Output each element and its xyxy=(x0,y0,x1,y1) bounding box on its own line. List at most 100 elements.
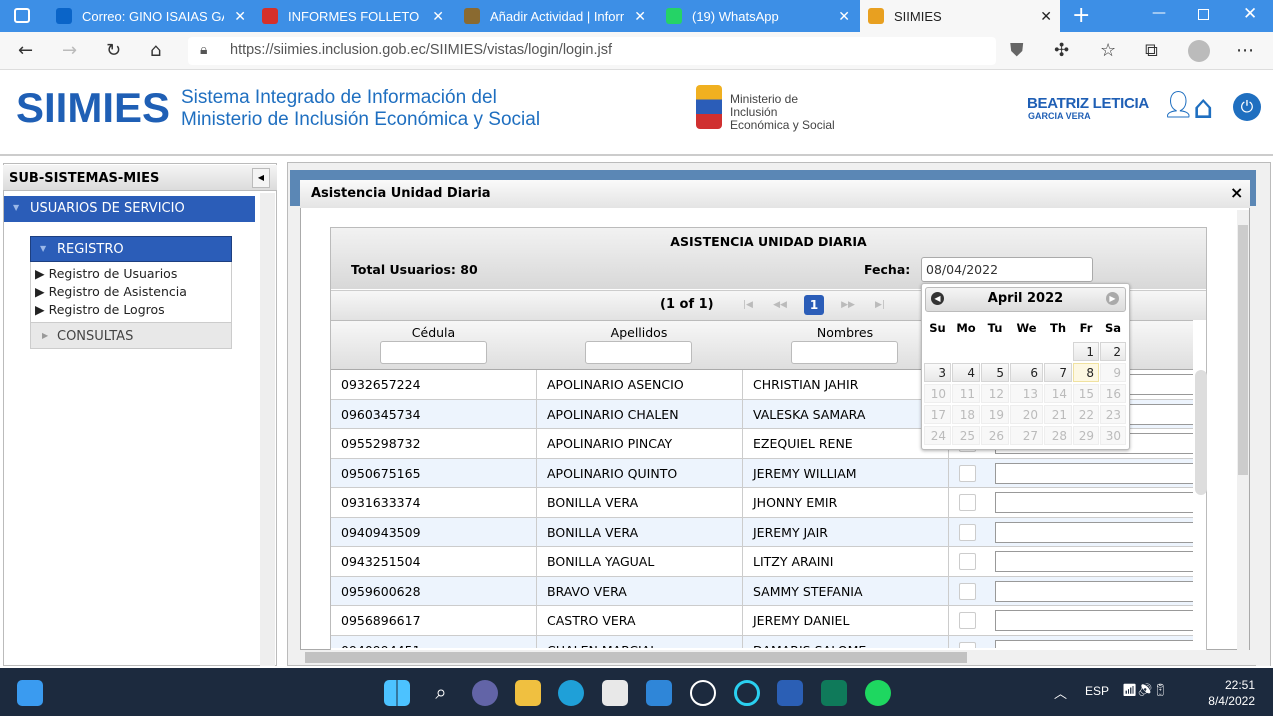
attendance-checkbox[interactable] xyxy=(959,612,976,629)
tab-close-icon[interactable]: ✕ xyxy=(838,7,850,24)
calendar-day: 13 xyxy=(1010,384,1043,403)
filter-nombres-input[interactable] xyxy=(791,341,898,364)
collections-icon[interactable]: ⧉ xyxy=(1145,40,1158,61)
tab-label: Añadir Actividad | Informe xyxy=(490,8,624,24)
new-tab-icon[interactable]: + xyxy=(1072,3,1091,28)
attendance-checkbox[interactable] xyxy=(959,641,976,648)
language-indicator[interactable]: ESP xyxy=(1085,684,1110,698)
browser-tab[interactable]: Añadir Actividad | Informe ✕ xyxy=(456,0,654,32)
calendar-day[interactable]: 7 xyxy=(1044,363,1072,382)
file-explorer-icon[interactable] xyxy=(515,680,541,706)
last-page-button[interactable]: ▶| xyxy=(875,300,885,310)
observation-input[interactable] xyxy=(995,610,1193,631)
calendar-day[interactable]: 3 xyxy=(924,363,951,382)
maximize-icon[interactable] xyxy=(1198,9,1209,20)
attendance-checkbox[interactable] xyxy=(959,464,976,482)
calendar-day: 27 xyxy=(1010,426,1043,445)
attendance-checkbox[interactable] xyxy=(959,553,976,570)
calendar-day[interactable]: 5 xyxy=(981,363,1009,382)
tab-close-icon[interactable]: ✕ xyxy=(1040,7,1052,24)
sidebar-item-registro-asistencia[interactable]: ▶ Registro de Asistencia xyxy=(35,284,187,299)
next-page-button[interactable]: ▶▶ xyxy=(841,300,855,310)
home-icon[interactable]: ⌂ xyxy=(150,40,162,61)
first-page-button[interactable]: |◀ xyxy=(743,300,753,310)
calendar-day[interactable]: 8 xyxy=(1073,363,1099,382)
sidebar-group-registro[interactable]: REGISTRO xyxy=(30,236,232,262)
calendar-day[interactable]: 2 xyxy=(1100,342,1126,361)
wifi-volume-battery-icons[interactable]: 📶︎🔊︎🔋︎ xyxy=(1122,683,1168,697)
column-cedula[interactable]: Cédula xyxy=(411,325,456,340)
observation-input[interactable] xyxy=(995,521,1193,543)
more-menu-icon[interactable]: ⋯ xyxy=(1236,40,1254,61)
browser-tab[interactable]: Correo: GINO ISAIAS GAL/ ✕ xyxy=(48,0,254,32)
page-1-button[interactable]: 1 xyxy=(804,295,824,315)
prev-page-button[interactable]: ◀◀ xyxy=(773,300,787,310)
user-profile-icon[interactable]: 👤︎ xyxy=(1162,90,1196,120)
sidebar-item-registro-logros[interactable]: ▶ Registro de Logros xyxy=(35,302,165,317)
teams-chat-icon[interactable] xyxy=(472,680,498,706)
sidebar-section-usuarios[interactable]: USUARIOS DE SERVICIO xyxy=(4,196,255,222)
start-icon[interactable] xyxy=(384,680,410,706)
sidebar-item-registro-usuarios[interactable]: ▶ Registro de Usuarios xyxy=(35,266,178,281)
attendance-checkbox[interactable] xyxy=(959,582,976,600)
table-scrollbar[interactable] xyxy=(1195,370,1207,495)
dialog-close-button[interactable]: × xyxy=(1230,183,1244,202)
collapse-sidebar-button[interactable]: ◀ xyxy=(252,168,270,188)
fecha-input[interactable] xyxy=(921,257,1093,282)
spotify-icon[interactable] xyxy=(865,680,891,706)
tray-chevron-icon[interactable]: ︿ xyxy=(1054,687,1068,702)
attendance-checkbox[interactable] xyxy=(959,523,976,541)
calendar-day[interactable]: 4 xyxy=(952,363,980,382)
observation-input[interactable] xyxy=(995,551,1193,572)
browser-tab[interactable]: INFORMES FOLLETO PUN/ ✕ xyxy=(254,0,452,32)
url-bar[interactable]: 🔒︎ https://siimies.inclusion.gob.ec/SIIM… xyxy=(188,37,996,65)
shield-extension-icon[interactable]: ⛊ xyxy=(1010,40,1024,61)
sidebar-group-consultas[interactable]: CONSULTAS xyxy=(30,322,232,349)
browser-tab[interactable]: SIIMIES ✕ xyxy=(860,0,1060,32)
tab-close-icon[interactable]: ✕ xyxy=(234,7,246,24)
browser-tab[interactable]: (19) WhatsApp ✕ xyxy=(658,0,858,32)
word-icon[interactable] xyxy=(777,680,803,706)
prev-month-icon[interactable]: ◀ xyxy=(931,292,944,305)
dialog-title: Asistencia Unidad Diaria xyxy=(300,180,1250,208)
tab-close-icon[interactable]: ✕ xyxy=(432,7,444,24)
logout-power-icon[interactable]: ⏻ xyxy=(1233,93,1261,121)
dell-icon[interactable] xyxy=(690,680,716,706)
next-month-icon[interactable]: ▶ xyxy=(1106,292,1119,305)
weekday-label: Sa xyxy=(1104,321,1122,335)
column-nombres[interactable]: Nombres xyxy=(816,325,874,340)
store-icon[interactable] xyxy=(602,680,628,706)
tab-close-icon[interactable]: ✕ xyxy=(634,7,646,24)
refresh-icon[interactable]: ↻ xyxy=(106,40,122,61)
horizontal-scroll-thumb[interactable] xyxy=(305,652,967,663)
main-scrollbar[interactable] xyxy=(1256,170,1270,666)
mail-icon[interactable] xyxy=(646,680,672,706)
home-site-icon[interactable]: ⌂ xyxy=(1193,88,1214,126)
search-icon[interactable]: ⌕ xyxy=(435,680,447,704)
profile-avatar[interactable] xyxy=(1188,40,1210,62)
column-apellidos[interactable]: Apellidos xyxy=(610,325,668,340)
observation-input[interactable] xyxy=(995,639,1193,648)
cortana-icon[interactable] xyxy=(734,680,760,706)
extensions-icon[interactable]: ✣ xyxy=(1054,40,1070,61)
edge-icon[interactable] xyxy=(558,680,584,706)
calendar-day[interactable]: 6 xyxy=(1010,363,1043,382)
dialog-scroll-thumb[interactable] xyxy=(1238,225,1248,475)
attendance-checkbox[interactable] xyxy=(959,494,976,511)
back-icon[interactable]: ← xyxy=(18,40,34,61)
minimize-icon[interactable]: — xyxy=(1152,5,1166,21)
clock[interactable]: 22:51 8/4/2022 xyxy=(1200,677,1255,709)
filter-apellidos-input[interactable] xyxy=(585,341,692,364)
favorites-icon[interactable]: ☆ xyxy=(1100,40,1117,61)
publisher-icon[interactable] xyxy=(821,680,847,706)
window-close-icon[interactable]: ✕ xyxy=(1243,4,1258,24)
forward-icon[interactable]: → xyxy=(62,40,78,61)
sidebar-scrollbar[interactable] xyxy=(260,193,275,666)
tab-actions-icon[interactable] xyxy=(14,8,30,23)
filter-cedula-input[interactable] xyxy=(380,341,487,364)
observation-input[interactable] xyxy=(995,580,1193,602)
observation-input[interactable] xyxy=(995,492,1193,513)
widgets-icon[interactable] xyxy=(17,680,43,706)
calendar-day[interactable]: 1 xyxy=(1073,342,1099,361)
observation-input[interactable] xyxy=(995,462,1193,484)
